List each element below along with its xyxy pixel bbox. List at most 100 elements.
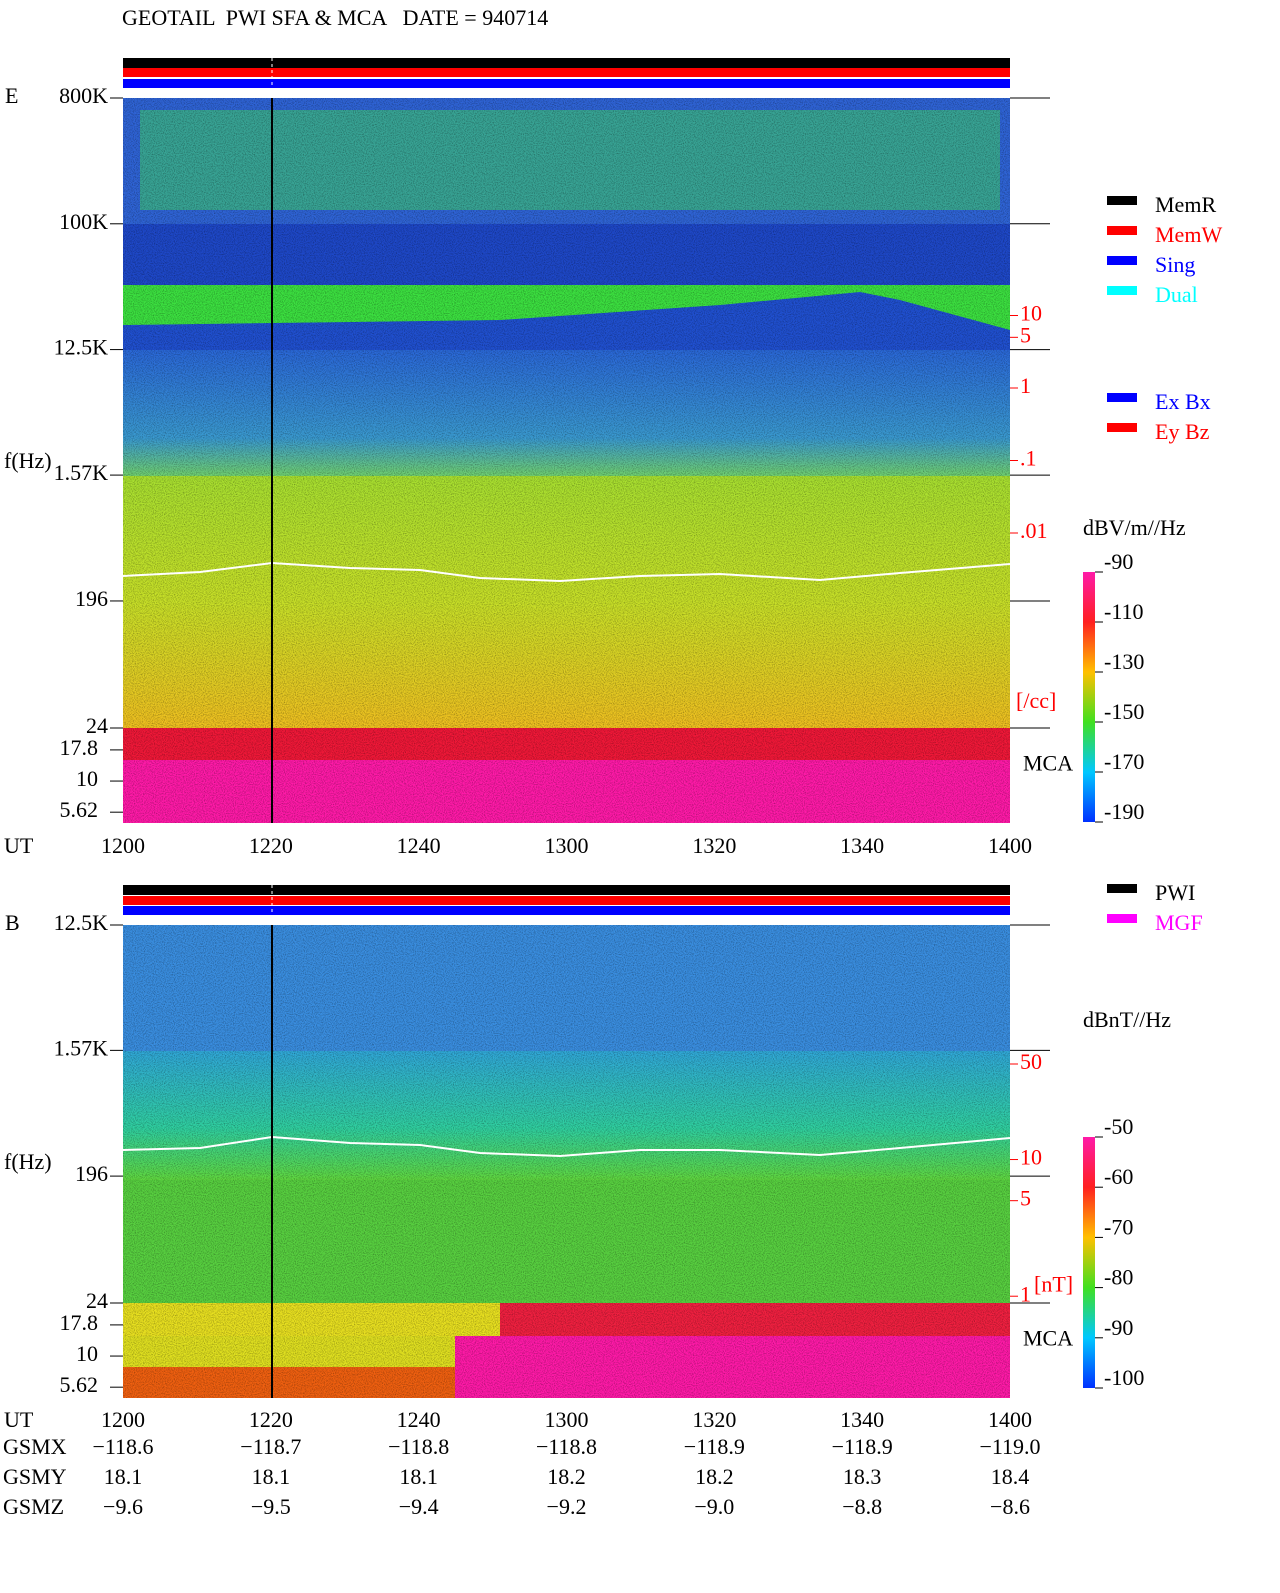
y-tick-label: 12.5K — [54, 335, 109, 360]
mca-tick-label: 5.62 — [60, 1372, 99, 1397]
legend-label: Dual — [1155, 282, 1198, 307]
ephemeris-value: −9.4 — [399, 1494, 439, 1519]
mca-tick-label: 10 — [76, 766, 98, 791]
ephemeris-value: −118.7 — [240, 1434, 301, 1459]
legend-swatch — [1107, 286, 1137, 295]
mca-label: MCA — [1023, 751, 1073, 776]
x-tick-label: 1300 — [545, 833, 589, 858]
y2-tick-label: .01 — [1020, 518, 1048, 543]
ephemeris-value: 18.4 — [991, 1464, 1030, 1489]
y-tick-label: 12.5K — [54, 910, 109, 935]
colorbar-tick-label: -130 — [1104, 649, 1144, 674]
ephemeris-value: −8.6 — [990, 1494, 1030, 1519]
spectrogram-b — [122, 885, 1011, 1398]
ephemeris-value: 18.2 — [547, 1464, 586, 1489]
y2-tick-label: .1 — [1020, 446, 1037, 471]
y2-tick-label: 5 — [1020, 1186, 1031, 1211]
x-tick-label: 1200 — [101, 1407, 145, 1432]
ephemeris-value: −9.0 — [694, 1494, 734, 1519]
y-tick-label: 1.57K — [54, 460, 109, 485]
y-axis-label: f(Hz) — [4, 448, 52, 473]
y-tick-label: 100K — [59, 209, 108, 234]
y-tick-label: 196 — [75, 1161, 108, 1186]
colorbar-tick-label: -110 — [1104, 599, 1144, 624]
y2-tick-label: 5 — [1020, 322, 1031, 347]
x-tick-label: 1300 — [545, 1407, 589, 1432]
y2-tick-label: 1 — [1020, 1281, 1031, 1306]
y2-unit: [/cc] — [1016, 688, 1056, 713]
x-tick-label: 1320 — [692, 833, 736, 858]
x-tick-label: 1220 — [249, 1407, 293, 1432]
y-tick-label: 24 — [86, 713, 108, 738]
x-tick-label: 1220 — [249, 833, 293, 858]
panel-label: B — [5, 910, 20, 935]
legend-label: MemR — [1155, 192, 1216, 217]
ephemeris-value: 18.1 — [399, 1464, 438, 1489]
y-tick-label: 24 — [86, 1288, 108, 1313]
y-tick-label: 196 — [75, 586, 108, 611]
x-tick-label: 1240 — [397, 833, 441, 858]
title: GEOTAIL PWI SFA & MCA DATE = 940714 — [122, 5, 548, 30]
ephemeris-value: −8.8 — [842, 1494, 882, 1519]
y2-tick-label: 50 — [1020, 1049, 1042, 1074]
mca-tick-label: 10 — [76, 1341, 98, 1366]
y2-tick-label: 1 — [1020, 373, 1031, 398]
legend-label: PWI — [1155, 880, 1195, 905]
x-tick-label: 1200 — [101, 833, 145, 858]
legend-label: MGF — [1155, 910, 1203, 935]
ephemeris-value: 18.1 — [252, 1464, 291, 1489]
legend-label: MemW — [1155, 222, 1222, 247]
x-tick-label: 1320 — [692, 1407, 736, 1432]
ephemeris-value: −9.6 — [103, 1494, 143, 1519]
y-tick-label: 1.57K — [54, 1035, 109, 1060]
y-tick-label: 800K — [59, 83, 108, 108]
panel-label: E — [5, 83, 18, 108]
ephemeris-value: 18.1 — [104, 1464, 143, 1489]
ephemeris-value: −9.2 — [547, 1494, 587, 1519]
ephemeris-value: 18.3 — [843, 1464, 882, 1489]
legend-swatch — [1107, 256, 1137, 265]
ephemeris-value: −118.8 — [388, 1434, 449, 1459]
mca-label: MCA — [1023, 1326, 1073, 1351]
ephemeris-value: −9.5 — [251, 1494, 291, 1519]
x-tick-label: 1400 — [988, 1407, 1032, 1432]
ephemeris-value: −118.6 — [92, 1434, 153, 1459]
legend-swatch — [1107, 914, 1137, 923]
colorbar-tick-label: -50 — [1104, 1114, 1133, 1139]
colorbar — [1083, 572, 1095, 822]
x-tick-label: 1400 — [988, 833, 1032, 858]
ephemeris-value: −119.0 — [979, 1434, 1040, 1459]
ephemeris-label: GSMZ — [3, 1494, 64, 1519]
legend-label: Ey Bz — [1155, 419, 1210, 444]
ephemeris-value: −118.9 — [832, 1434, 893, 1459]
y2-tick-label: 10 — [1020, 301, 1042, 326]
colorbar-tick-label: -150 — [1104, 699, 1144, 724]
ephemeris-label: GSMX — [3, 1434, 67, 1459]
legend-swatch — [1107, 423, 1137, 432]
x-tick-label: 1240 — [397, 1407, 441, 1432]
colorbar-tick-label: -60 — [1104, 1164, 1133, 1189]
y2-unit: [nT] — [1034, 1271, 1073, 1296]
legend-label: Sing — [1155, 252, 1195, 277]
mca-tick-label: 17.8 — [60, 1310, 99, 1335]
colorbar-tick-label: -190 — [1104, 799, 1144, 824]
colorbar-tick-label: -170 — [1104, 749, 1144, 774]
ephemeris-label: GSMY — [3, 1464, 67, 1489]
legend-swatch — [1107, 226, 1137, 235]
legend-swatch — [1107, 393, 1137, 402]
ephemeris-value: −118.9 — [684, 1434, 745, 1459]
ephemeris-value: −118.8 — [536, 1434, 597, 1459]
colorbar-tick-label: -80 — [1104, 1265, 1133, 1290]
mca-tick-label: 17.8 — [60, 735, 99, 760]
ephemeris-value: 18.2 — [695, 1464, 734, 1489]
colorbar-label: dBnT//Hz — [1083, 1007, 1171, 1032]
legend-label: Ex Bx — [1155, 389, 1211, 414]
colorbar — [1083, 1137, 1095, 1388]
spectrogram-e — [122, 58, 1011, 823]
colorbar-tick-label: -70 — [1104, 1214, 1133, 1239]
x-axis-label: UT — [4, 833, 34, 858]
colorbar-label: dBV/m//Hz — [1083, 515, 1186, 540]
colorbar-tick-label: -90 — [1104, 549, 1133, 574]
x-axis-label: UT — [4, 1407, 34, 1432]
